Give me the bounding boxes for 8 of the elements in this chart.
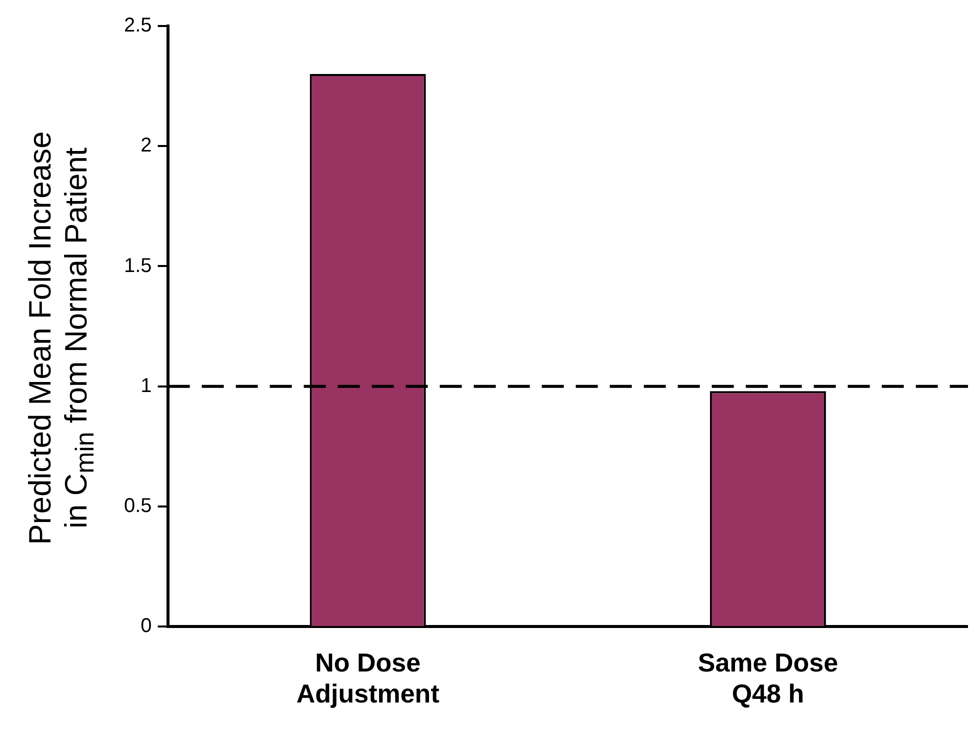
y-tick-label: 1 [140,374,152,397]
x-tick-label: Same Dose Q48 h [698,647,838,709]
y-tick-label: 0 [140,615,152,638]
x-tick-label: No Dose Adjustment [296,647,440,709]
y-tick-label: 1.5 [124,254,152,277]
y-tick-label: 0.5 [124,494,152,517]
y-tick-label: 2.5 [124,14,152,37]
y-tick-label: 2 [140,134,152,157]
